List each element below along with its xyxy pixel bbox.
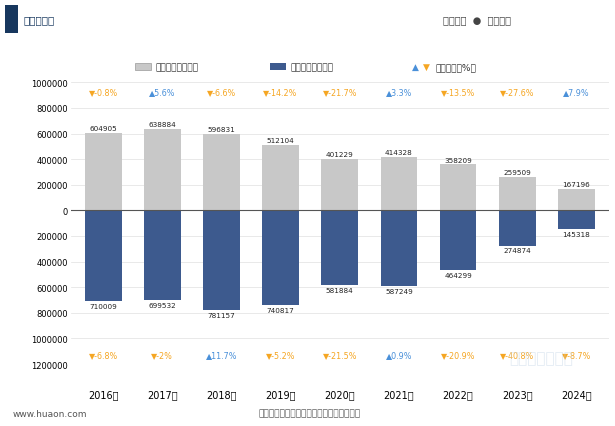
Text: ▼-27.6%: ▼-27.6% [500, 88, 534, 97]
Text: 401229: 401229 [326, 152, 354, 158]
Text: ▼-21.7%: ▼-21.7% [322, 88, 357, 97]
Text: ▲: ▲ [413, 63, 419, 72]
Text: ▲5.6%: ▲5.6% [149, 88, 176, 97]
Text: ▲0.9%: ▲0.9% [386, 350, 412, 359]
Bar [263, 211, 299, 305]
Bar [440, 211, 477, 270]
Text: ▼-8.7%: ▼-8.7% [561, 350, 591, 359]
Text: ▼-2%: ▼-2% [151, 350, 173, 359]
Text: 638884: 638884 [148, 121, 177, 127]
Text: 259509: 259509 [503, 170, 531, 176]
Text: 167196: 167196 [563, 181, 590, 187]
Bar [440, 165, 477, 211]
Text: 587249: 587249 [385, 288, 413, 294]
Bar [5, 6, 18, 34]
Text: 710009: 710009 [89, 304, 117, 310]
Bar [203, 135, 240, 211]
FancyBboxPatch shape [135, 64, 151, 71]
Text: 专业严谨  ●  客观科学: 专业严谨 ● 客观科学 [443, 15, 511, 25]
Text: ▼: ▼ [423, 63, 430, 72]
Text: 464299: 464299 [444, 272, 472, 278]
Text: 604905: 604905 [89, 126, 117, 132]
Text: ▼-13.5%: ▼-13.5% [441, 88, 475, 97]
Text: ▼-20.9%: ▼-20.9% [441, 350, 475, 359]
Text: ▼-21.5%: ▼-21.5% [322, 350, 357, 359]
Text: 596831: 596831 [208, 127, 236, 132]
Text: ▼-6.6%: ▼-6.6% [207, 88, 236, 97]
Text: 358209: 358209 [444, 157, 472, 163]
Bar [203, 211, 240, 311]
Bar [85, 134, 122, 211]
Text: ▼-14.2%: ▼-14.2% [263, 88, 298, 97]
Text: 512104: 512104 [267, 138, 295, 144]
Bar [85, 211, 122, 302]
Text: ▲7.9%: ▲7.9% [563, 88, 590, 97]
Text: 781157: 781157 [208, 313, 236, 319]
Bar [144, 211, 181, 300]
Text: 274874: 274874 [503, 248, 531, 254]
Text: www.huaon.com: www.huaon.com [12, 409, 87, 418]
Bar [381, 211, 417, 286]
Text: 699532: 699532 [148, 302, 177, 308]
Text: ▼-0.8%: ▼-0.8% [89, 88, 118, 97]
Bar [263, 145, 299, 211]
FancyBboxPatch shape [270, 64, 286, 71]
Bar [144, 129, 181, 211]
Bar [558, 211, 595, 230]
Text: ▼-5.2%: ▼-5.2% [266, 350, 295, 359]
Bar [499, 178, 536, 211]
Bar [322, 160, 358, 211]
Text: 华经情报网: 华经情报网 [23, 15, 55, 25]
Text: ▲3.3%: ▲3.3% [386, 88, 412, 97]
Text: 414328: 414328 [385, 150, 413, 156]
Text: 华经产业研究院: 华经产业研究院 [509, 350, 573, 366]
Text: 进口额（万美元）: 进口额（万美元） [290, 63, 333, 72]
Text: 出口额（万美元）: 出口额（万美元） [156, 63, 199, 72]
Text: ▲11.7%: ▲11.7% [206, 350, 237, 359]
Bar [499, 211, 536, 246]
Bar [322, 211, 358, 285]
Text: 2016-2024年7月广州高新技术产业开发区(境内目的地/货源地)进、出口额: 2016-2024年7月广州高新技术产业开发区(境内目的地/货源地)进、出口额 [151, 49, 464, 62]
Text: ▼-40.8%: ▼-40.8% [500, 350, 534, 359]
Text: 740817: 740817 [267, 308, 295, 314]
Text: 581884: 581884 [326, 287, 354, 293]
Text: ▼-6.8%: ▼-6.8% [89, 350, 118, 359]
Bar [381, 158, 417, 211]
Bar [558, 190, 595, 211]
Text: 145318: 145318 [563, 231, 590, 237]
Text: 同比增长（%）: 同比增长（%） [435, 63, 477, 72]
Text: 资料来源：中国海关、华经产业研究院整理: 资料来源：中国海关、华经产业研究院整理 [258, 409, 360, 418]
